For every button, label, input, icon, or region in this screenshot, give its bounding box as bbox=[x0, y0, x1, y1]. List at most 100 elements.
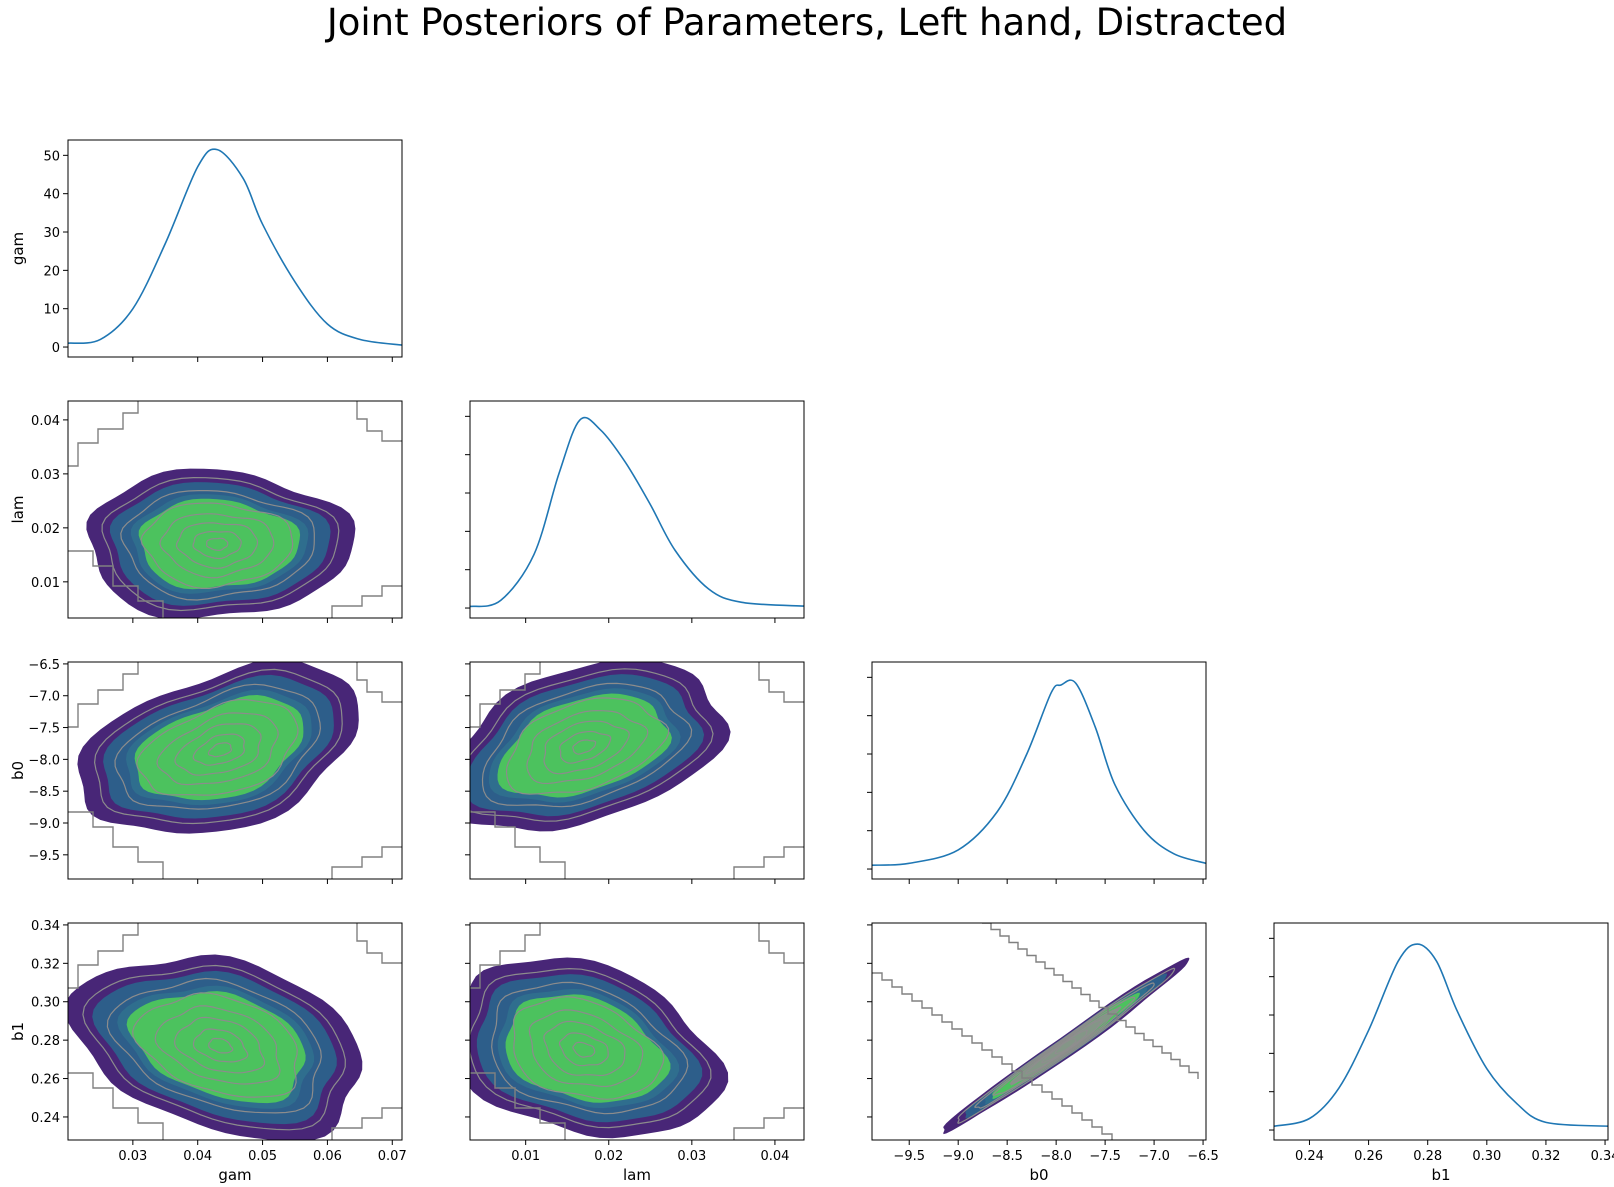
x-tick-label: 0.05 bbox=[248, 1149, 277, 1164]
contour-line bbox=[175, 522, 259, 569]
y-tick-label: −6.5 bbox=[28, 658, 60, 673]
y-tick-label: 0.30 bbox=[31, 996, 60, 1011]
density-fill-level-3 bbox=[505, 994, 671, 1103]
step-contour-lower-left bbox=[470, 811, 566, 879]
subplot-lam-b0 bbox=[465, 661, 805, 884]
y-tick-label: 50 bbox=[43, 149, 60, 164]
y-axis-label-b0: b0 bbox=[9, 761, 27, 780]
y-tick-label: −7.5 bbox=[28, 722, 60, 737]
x-tick-label: −8.5 bbox=[991, 1149, 1023, 1164]
x-tick-label: −7.5 bbox=[1089, 1149, 1121, 1164]
subplot-gam-gam: 0 10 20 30 40 50 gam bbox=[9, 139, 403, 362]
y-tick-label: −9.5 bbox=[28, 849, 60, 864]
contour-line bbox=[136, 698, 299, 796]
x-tick-label: 0.30 bbox=[1472, 1149, 1501, 1164]
step-contour-upper-left bbox=[68, 401, 139, 467]
subplot-lam-b1: 0.01 0.02 0.03 0.04 lam bbox=[465, 922, 805, 1184]
x-tick-label: 0.32 bbox=[1531, 1149, 1560, 1164]
y-tick-label: 0.02 bbox=[31, 522, 60, 537]
contour-line bbox=[208, 1037, 234, 1054]
kde-line-lam bbox=[470, 416, 804, 608]
plot-area bbox=[68, 662, 402, 879]
x-tick-label: 0.01 bbox=[511, 1149, 540, 1164]
x-tick-label: 0.24 bbox=[1295, 1149, 1324, 1164]
x-tick-label: 0.03 bbox=[677, 1149, 706, 1164]
x-axis-label-gam: gam bbox=[218, 1166, 251, 1184]
density-core bbox=[1010, 1006, 1122, 1086]
x-tick-label: −6.5 bbox=[1187, 1149, 1219, 1164]
subplot-frame bbox=[871, 922, 1207, 1141]
contour-line bbox=[156, 712, 279, 786]
step-contour-upper-right bbox=[356, 662, 402, 703]
x-tick-label: −9.5 bbox=[893, 1149, 925, 1164]
step-contour-lower-right bbox=[331, 846, 402, 879]
x-tick-label: −8.0 bbox=[1040, 1149, 1072, 1164]
x-tick-label: 0.02 bbox=[594, 1149, 623, 1164]
contour-line bbox=[82, 964, 346, 1131]
y-tick-label: 0.04 bbox=[31, 414, 60, 429]
y-tick-label: 0.26 bbox=[31, 1073, 60, 1088]
x-tick-label: 0.04 bbox=[183, 1149, 212, 1164]
x-axis-label-lam: lam bbox=[623, 1166, 651, 1184]
contour-line bbox=[174, 723, 262, 776]
x-tick-label: 0.04 bbox=[760, 1149, 789, 1164]
figure-title: Joint Posteriors of Parameters, Left han… bbox=[325, 1, 1287, 44]
contour-line bbox=[559, 730, 612, 764]
step-contour-upper bbox=[982, 923, 1199, 1079]
subplot-gam-lam: 0.01 0.02 0.03 0.04 lam bbox=[9, 400, 403, 623]
contour-line bbox=[114, 683, 322, 810]
x-tick-label: 0.06 bbox=[313, 1149, 342, 1164]
contour-line bbox=[543, 1020, 626, 1077]
plot-area bbox=[470, 923, 804, 1140]
contour-line bbox=[470, 668, 714, 822]
step-contour-upper-left bbox=[68, 662, 139, 728]
subplot-frame bbox=[67, 922, 403, 1141]
plot-area bbox=[470, 662, 804, 879]
step-contour-upper-right bbox=[356, 923, 402, 964]
contour-line bbox=[106, 977, 322, 1114]
subplot-b0-b1: −9.5 −9.0 −8.5 −8.0 −7.5 −7.0 −6.5 b0 bbox=[867, 922, 1219, 1184]
contour-line bbox=[174, 1016, 266, 1074]
kde-line-gam bbox=[68, 148, 402, 346]
step-contour-lower bbox=[872, 972, 1113, 1140]
contour-line bbox=[957, 967, 1176, 1125]
y-tick-label: −9.0 bbox=[28, 817, 60, 832]
step-contour-upper-right bbox=[356, 401, 402, 442]
plot-area bbox=[1274, 943, 1608, 1127]
y-tick-label: 0.24 bbox=[31, 1111, 60, 1126]
contour-line bbox=[470, 967, 712, 1129]
y-tick-label: 20 bbox=[43, 264, 60, 279]
subplot-frame bbox=[1273, 922, 1609, 1141]
contour-line bbox=[159, 513, 275, 579]
contour-line bbox=[512, 996, 665, 1100]
contour-line bbox=[192, 1028, 249, 1063]
contour-line bbox=[481, 682, 693, 808]
contour-line bbox=[154, 1005, 281, 1085]
subplot-b1-b1: 0.24 0.26 0.28 0.30 0.32 0.34 b1 bbox=[1269, 922, 1614, 1184]
x-tick-label: 0.34 bbox=[1591, 1149, 1614, 1164]
contour-line bbox=[572, 739, 597, 755]
contour-line bbox=[992, 996, 1136, 1096]
x-tick-label: 0.07 bbox=[378, 1149, 407, 1164]
step-contour-lower-right bbox=[331, 585, 402, 618]
contour-line bbox=[101, 476, 340, 612]
plot-area bbox=[872, 923, 1199, 1140]
subplot-frame bbox=[67, 139, 403, 358]
x-axis-label-b1: b1 bbox=[1431, 1166, 1450, 1184]
contour-line bbox=[93, 668, 343, 825]
density-fill-level-3 bbox=[134, 695, 304, 801]
contour-line bbox=[120, 490, 315, 601]
subplot-frame bbox=[469, 661, 805, 880]
kde-line-b1 bbox=[1274, 943, 1608, 1127]
plot-area bbox=[68, 148, 402, 346]
step-contour-upper-right bbox=[758, 923, 804, 964]
subplot-gam-b0: −9.5 −9.0 −8.5 −8.0 −7.5 −7.0 −6.5 b0 bbox=[9, 658, 403, 884]
y-tick-label: 30 bbox=[43, 226, 60, 241]
step-contour-upper-left bbox=[470, 923, 541, 989]
y-tick-label: 10 bbox=[43, 303, 60, 318]
y-tick-label: 40 bbox=[43, 188, 60, 203]
y-axis-label-gam: gam bbox=[9, 232, 27, 265]
subplot-b0-b0 bbox=[867, 661, 1207, 884]
contour-line bbox=[505, 697, 670, 795]
